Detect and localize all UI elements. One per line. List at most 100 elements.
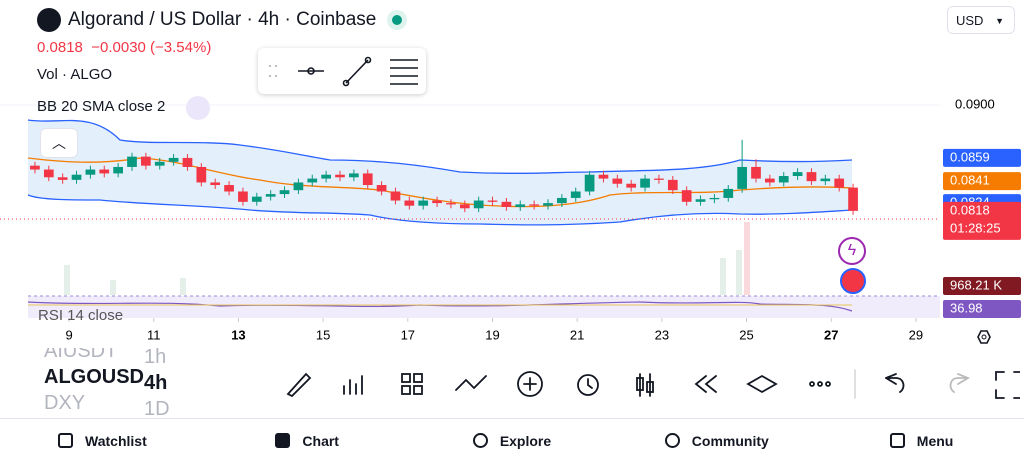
candle-body bbox=[335, 174, 345, 178]
nav-label: Community bbox=[691, 432, 769, 449]
rsi-label: 36.98 bbox=[950, 300, 983, 315]
candle-body bbox=[598, 174, 609, 179]
toolbar[interactable] bbox=[280, 366, 1020, 402]
interval: 4h bbox=[144, 372, 168, 394]
x-tick-label: 13 bbox=[231, 327, 245, 342]
candle-body bbox=[154, 161, 165, 166]
candle-body bbox=[85, 169, 96, 175]
candle-body bbox=[168, 157, 179, 162]
candle-body bbox=[251, 196, 262, 202]
vol-legend: Vol · ALGO bbox=[37, 66, 113, 83]
currency-select[interactable]: USD ▼ bbox=[947, 6, 1015, 34]
price-label-bg bbox=[943, 201, 1021, 240]
candle-body bbox=[543, 203, 553, 206]
settings-icon[interactable] bbox=[972, 325, 996, 349]
title: Algorand / US Dollar · 4h · Coinbase bbox=[68, 9, 377, 30]
candle-body bbox=[612, 178, 623, 184]
candle-body bbox=[224, 185, 234, 192]
nav-icon bbox=[275, 433, 291, 448]
candle-body bbox=[792, 172, 803, 176]
candle-body bbox=[640, 178, 650, 188]
candle-body bbox=[751, 166, 761, 179]
candle-body bbox=[459, 204, 470, 209]
candle-body bbox=[307, 178, 318, 183]
interval: 1h bbox=[144, 348, 167, 368]
candle-body bbox=[349, 173, 359, 178]
candle-body bbox=[279, 190, 290, 195]
candle-body bbox=[113, 166, 123, 174]
price-label: 0.0818 bbox=[950, 202, 990, 217]
candle-body bbox=[404, 200, 415, 206]
candle-body bbox=[667, 179, 678, 191]
x-tick-label: 19 bbox=[485, 327, 499, 342]
candle-body bbox=[570, 191, 581, 198]
candle-body bbox=[362, 173, 373, 186]
symbol-row[interactable]: DXY 1D bbox=[44, 392, 170, 418]
candle-body bbox=[127, 156, 137, 167]
x-tick-label: 25 bbox=[739, 327, 753, 342]
nav-item[interactable]: Explore bbox=[410, 419, 615, 461]
x-tick-label: 29 bbox=[909, 327, 923, 342]
price-label-bg bbox=[943, 172, 1021, 191]
interval: 1D bbox=[144, 398, 170, 418]
symbol-row[interactable]: AIUSDT 1h bbox=[44, 348, 166, 369]
nav-icon bbox=[58, 433, 74, 448]
nav-label: Watchlist bbox=[85, 432, 147, 449]
x-tick-label: 15 bbox=[316, 327, 330, 342]
events-icon[interactable]: ϟ bbox=[838, 237, 866, 265]
candle-body bbox=[654, 178, 664, 180]
volume-label: 968.21 K bbox=[950, 277, 1002, 292]
flag-icon[interactable] bbox=[840, 268, 866, 294]
logo bbox=[37, 8, 61, 32]
nav-label: Explore bbox=[499, 432, 552, 449]
candle-body bbox=[820, 178, 831, 182]
candle-body bbox=[30, 165, 40, 170]
refresh-icon[interactable] bbox=[186, 96, 210, 120]
candle-body bbox=[834, 178, 845, 188]
rsi-label-bg bbox=[943, 300, 1021, 318]
x-tick-label: 9 bbox=[65, 327, 72, 342]
bb-legend: BB 20 SMA close 2 bbox=[37, 98, 166, 115]
x-tick-label: 21 bbox=[570, 327, 584, 342]
price-label: 0.0859 bbox=[950, 149, 990, 164]
nav-item[interactable]: Community bbox=[614, 419, 819, 461]
candle-body bbox=[557, 197, 567, 204]
candle-body bbox=[487, 200, 498, 202]
price-line: 0.0818 −0.0030 (−3.54%) bbox=[37, 39, 211, 56]
nav-item[interactable]: Chart bbox=[205, 419, 410, 461]
nav-label: Menu bbox=[916, 432, 954, 449]
candle-body bbox=[529, 204, 539, 206]
nav-item[interactable]: Menu bbox=[819, 419, 1024, 461]
volume-label-bg bbox=[943, 277, 1021, 295]
price-label-bg bbox=[943, 148, 1021, 167]
candle-body bbox=[141, 156, 151, 166]
x-tick-label: 23 bbox=[655, 327, 669, 342]
change: −0.0030 (−3.54%) bbox=[91, 39, 212, 56]
candle-body bbox=[182, 157, 193, 167]
candle-body bbox=[723, 188, 734, 198]
bottom-nav: Watchlist Chart Explore Community Menu bbox=[0, 418, 1024, 461]
candle-body bbox=[446, 203, 456, 205]
symbol: AIUSDT bbox=[44, 348, 118, 362]
candle-body bbox=[709, 197, 720, 200]
candle-body bbox=[473, 200, 484, 209]
y-tick-label: 0.0900 bbox=[955, 96, 995, 111]
candle-body bbox=[432, 200, 442, 204]
candle-body bbox=[390, 191, 401, 201]
nav-label: Chart bbox=[302, 432, 339, 449]
drawing-tools[interactable] bbox=[258, 48, 426, 94]
candle-body bbox=[321, 174, 331, 179]
candle-body bbox=[71, 174, 82, 180]
candle-body bbox=[210, 182, 221, 186]
candle-body bbox=[681, 190, 692, 202]
symbol: ALGOUSD bbox=[44, 366, 144, 388]
candle-body bbox=[376, 185, 387, 192]
candle-body bbox=[418, 200, 429, 206]
candle-body bbox=[737, 166, 747, 189]
collapse-button[interactable]: ︿ bbox=[40, 128, 78, 158]
candle-body bbox=[501, 201, 512, 207]
candle-body bbox=[265, 194, 276, 197]
symbol-row[interactable]: ALGOUSD4h bbox=[44, 366, 167, 395]
nav-item[interactable]: Watchlist bbox=[0, 419, 205, 461]
candle-body bbox=[515, 204, 526, 207]
